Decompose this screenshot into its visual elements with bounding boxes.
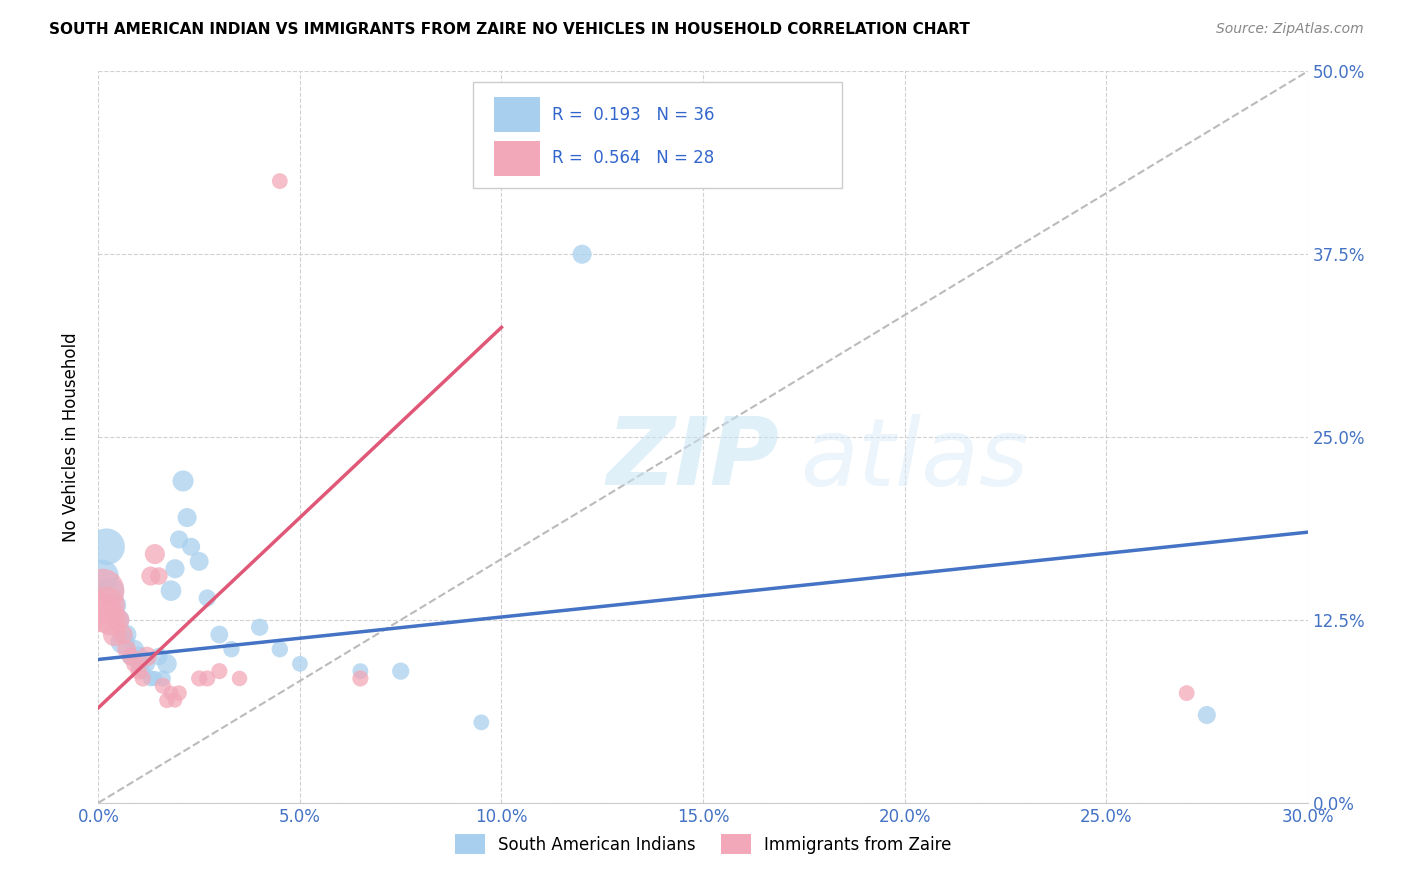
FancyBboxPatch shape (494, 97, 540, 132)
Point (389, 664, 412, 678)
Y-axis label: No Vehicles in Household: No Vehicles in Household (62, 332, 80, 542)
Point (115, 627, 138, 641)
Point (120, 649, 142, 664)
Point (103, 599, 125, 613)
Point (103, 627, 125, 641)
Point (100, 583, 122, 598)
Point (152, 679, 174, 693)
Point (288, 657, 311, 671)
Text: R =  0.564   N = 28: R = 0.564 N = 28 (551, 149, 714, 168)
Point (195, 672, 218, 686)
Text: atlas: atlas (800, 414, 1028, 505)
Point (139, 672, 162, 686)
Point (100, 613, 122, 627)
Point (152, 672, 174, 686)
Point (143, 672, 166, 686)
Point (91, 606, 114, 620)
Point (188, 672, 211, 686)
Point (143, 547, 166, 561)
Point (188, 554, 211, 568)
Point (115, 642, 138, 657)
Point (228, 672, 250, 686)
Point (91, 583, 114, 598)
Point (349, 664, 371, 678)
Point (269, 642, 291, 657)
Point (208, 664, 231, 678)
Point (111, 627, 134, 641)
Text: ZIP: ZIP (606, 413, 779, 505)
Point (135, 649, 157, 664)
Point (128, 657, 150, 671)
Point (176, 510, 198, 524)
Point (96, 599, 118, 613)
Point (148, 569, 170, 583)
Point (107, 613, 129, 627)
Point (107, 613, 129, 627)
Point (132, 672, 155, 686)
Point (349, 672, 371, 686)
Point (180, 540, 202, 554)
Point (139, 569, 162, 583)
Point (571, 247, 593, 261)
Point (111, 635, 134, 649)
Point (96, 540, 118, 554)
Text: Source: ZipAtlas.com: Source: ZipAtlas.com (1216, 22, 1364, 37)
Point (124, 657, 146, 671)
Point (269, 174, 291, 188)
Point (167, 533, 190, 547)
Point (128, 649, 150, 664)
Point (172, 474, 194, 488)
Point (470, 715, 492, 730)
FancyBboxPatch shape (474, 82, 842, 188)
Point (132, 664, 155, 678)
Point (160, 583, 183, 598)
Point (124, 642, 146, 657)
Point (156, 657, 179, 671)
Legend: South American Indians, Immigrants from Zaire: South American Indians, Immigrants from … (449, 828, 957, 860)
Point (135, 657, 157, 671)
Point (120, 649, 142, 664)
Text: R =  0.193   N = 36: R = 0.193 N = 36 (551, 105, 714, 123)
Point (163, 562, 186, 576)
Point (160, 686, 183, 700)
Point (156, 693, 179, 707)
Point (195, 591, 218, 605)
Point (163, 693, 186, 707)
Point (148, 649, 170, 664)
Point (1175, 686, 1198, 700)
FancyBboxPatch shape (494, 141, 540, 176)
Text: SOUTH AMERICAN INDIAN VS IMMIGRANTS FROM ZAIRE NO VEHICLES IN HOUSEHOLD CORRELAT: SOUTH AMERICAN INDIAN VS IMMIGRANTS FROM… (49, 22, 970, 37)
Point (167, 686, 190, 700)
Point (1195, 708, 1218, 723)
Point (208, 627, 231, 641)
Point (91, 569, 114, 583)
Point (128, 664, 150, 678)
Point (221, 642, 243, 657)
Point (249, 620, 271, 634)
